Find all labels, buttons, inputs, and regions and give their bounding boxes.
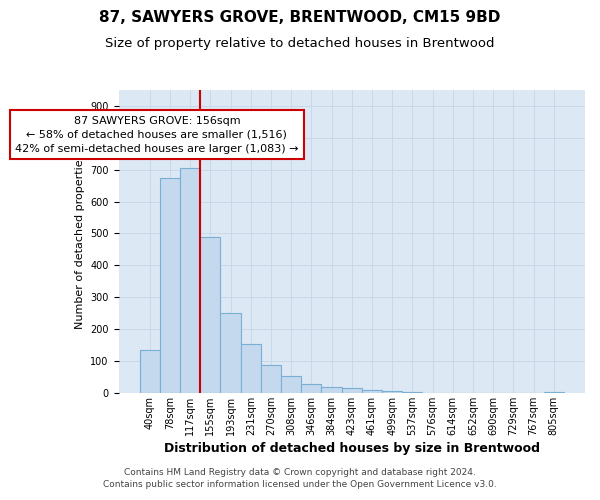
Text: Size of property relative to detached houses in Brentwood: Size of property relative to detached ho… — [105, 38, 495, 51]
Text: 87, SAWYERS GROVE, BRENTWOOD, CM15 9BD: 87, SAWYERS GROVE, BRENTWOOD, CM15 9BD — [100, 10, 500, 25]
Bar — [402, 392, 422, 393]
Bar — [200, 236, 220, 393]
Bar — [382, 392, 402, 393]
Text: 87 SAWYERS GROVE: 156sqm
← 58% of detached houses are smaller (1,516)
42% of sem: 87 SAWYERS GROVE: 156sqm ← 58% of detach… — [15, 116, 299, 154]
Bar — [301, 384, 322, 393]
Bar — [180, 168, 200, 393]
X-axis label: Distribution of detached houses by size in Brentwood: Distribution of detached houses by size … — [164, 442, 540, 455]
Bar — [341, 388, 362, 393]
Bar — [261, 366, 281, 393]
Bar — [241, 344, 261, 393]
Bar — [544, 392, 564, 393]
Bar — [281, 376, 301, 393]
Bar — [160, 178, 180, 393]
Bar — [140, 350, 160, 393]
Bar — [362, 390, 382, 393]
Bar — [220, 312, 241, 393]
Text: Contains HM Land Registry data © Crown copyright and database right 2024.
Contai: Contains HM Land Registry data © Crown c… — [103, 468, 497, 489]
Y-axis label: Number of detached properties: Number of detached properties — [75, 154, 85, 329]
Bar — [322, 387, 341, 393]
